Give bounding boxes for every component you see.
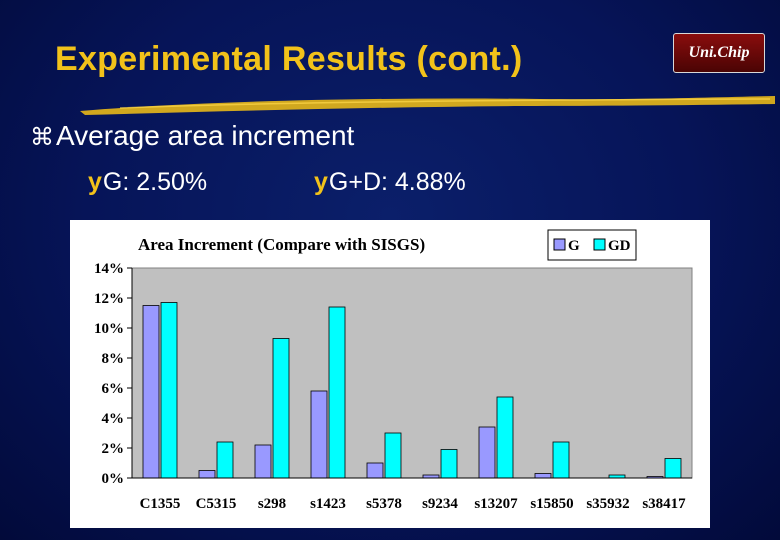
legend-swatch-g: [553, 238, 566, 251]
bar-g-s13207: [478, 426, 496, 479]
bar-g-c1355: [142, 305, 160, 479]
sub-bullet-marker-icon: y: [88, 168, 102, 196]
bars: [142, 302, 682, 479]
x-tick-label: s13207: [474, 496, 518, 512]
uni-chip-logo: Uni.Chip: [673, 33, 765, 73]
legend-label-gd: GD: [608, 238, 631, 254]
chart-legend: G GD: [547, 229, 637, 261]
y-axis: 0% 2% 4% 6% 8% 10% 12% 14%: [94, 261, 133, 487]
x-axis: C1355 C5315 s298 s1423 s5378 s9234 s13207 s1585…: [132, 477, 692, 512]
bullet-g-result: yG: 2.50%: [88, 168, 207, 197]
bar-g-c5315: [198, 470, 216, 479]
sub-bullet-marker-icon: y: [314, 168, 328, 196]
y-tick-label: 6%: [102, 381, 125, 397]
y-tick-label: 4%: [102, 411, 125, 427]
chart-svg: Area Increment (Compare with SISGS) G GD …: [94, 229, 693, 512]
plot-area: [131, 267, 693, 479]
bullet-average-area-text: Average area increment: [56, 120, 355, 151]
y-tick-label: 12%: [94, 291, 124, 307]
legend-swatch-gd: [593, 238, 606, 251]
y-tick-label: 0%: [102, 471, 125, 487]
bar-g-s1423: [310, 390, 328, 479]
bullet-average-area: ⌘Average area increment: [30, 120, 354, 152]
bar-gd-s1423: [328, 306, 346, 479]
x-tick-label: s38417: [642, 496, 686, 512]
chart-title: Area Increment (Compare with SISGS): [138, 235, 425, 254]
bullet-marker-icon: ⌘: [30, 124, 54, 151]
bar-g-s298: [254, 444, 272, 479]
y-tick-label: 10%: [94, 321, 124, 337]
bar-gd-s9234: [440, 449, 458, 479]
x-tick-label: s35932: [586, 496, 629, 512]
x-tick-label: C5315: [196, 496, 237, 512]
bar-gd-s13207: [496, 396, 514, 479]
y-tick-label: 14%: [94, 261, 124, 277]
legend-label-g: G: [568, 238, 580, 254]
bullet-g-text: G: 2.50%: [102, 168, 208, 196]
bar-gd-s38417: [664, 458, 682, 479]
slide-title: Experimental Results (cont.): [55, 40, 523, 78]
bar-gd-s298: [272, 338, 290, 479]
bullet-gd-result: yG+D: 4.88%: [314, 168, 466, 197]
bar-gd-c5315: [216, 441, 234, 479]
y-tick-label: 2%: [102, 441, 125, 457]
x-tick-label: s298: [258, 496, 286, 512]
x-tick-label: s15850: [530, 496, 573, 512]
x-tick-label: C1355: [140, 496, 181, 512]
bullet-gd-text: G+D: 4.88%: [328, 168, 466, 196]
title-underline-stroke: [80, 96, 775, 115]
bar-g-s5378: [366, 462, 384, 479]
bar-gd-c1355: [160, 302, 178, 479]
area-increment-chart: Area Increment (Compare with SISGS) G GD …: [70, 220, 710, 528]
y-tick-label: 8%: [102, 351, 125, 367]
x-tick-label: s5378: [366, 496, 402, 512]
bar-gd-s15850: [552, 441, 570, 479]
bar-g-s15850: [534, 473, 552, 479]
x-tick-label: s1423: [310, 496, 346, 512]
bar-gd-s5378: [384, 432, 402, 479]
x-tick-label: s9234: [422, 496, 458, 512]
